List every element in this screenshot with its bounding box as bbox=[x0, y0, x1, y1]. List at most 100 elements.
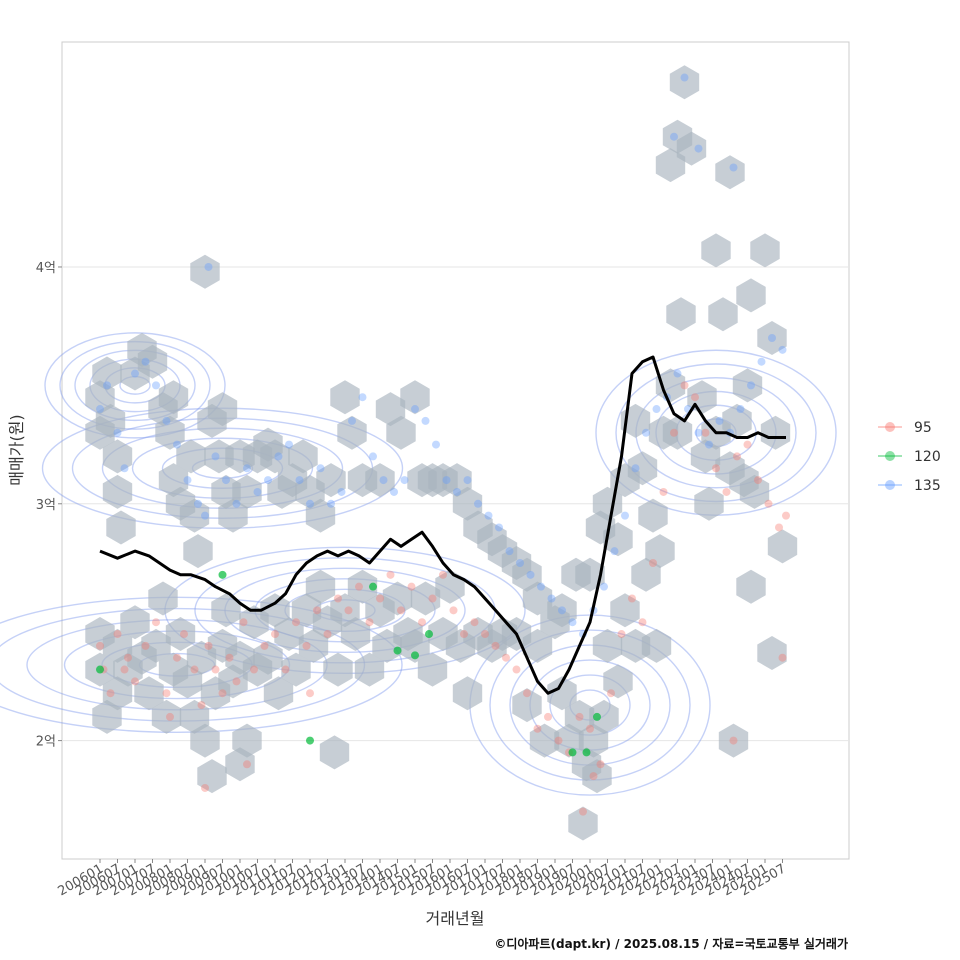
point-95 bbox=[544, 712, 552, 721]
point-135 bbox=[285, 440, 293, 449]
y-tick-label: 3억 bbox=[36, 498, 56, 513]
point-135 bbox=[505, 547, 514, 556]
point-135 bbox=[442, 476, 451, 485]
hex-bin bbox=[400, 628, 430, 663]
point-135 bbox=[747, 381, 755, 390]
point-135 bbox=[400, 476, 409, 485]
point-135 bbox=[113, 428, 122, 437]
point-135 bbox=[463, 476, 472, 485]
point-135 bbox=[421, 416, 430, 425]
hex-bin bbox=[179, 498, 210, 533]
hex-bins bbox=[85, 65, 798, 841]
hex-bin bbox=[547, 593, 577, 628]
hex-bin bbox=[638, 498, 668, 533]
point-95 bbox=[211, 665, 220, 674]
hex-bin bbox=[694, 486, 724, 521]
point-135 bbox=[131, 369, 139, 378]
hex-bin bbox=[330, 380, 360, 415]
hex-bin bbox=[319, 735, 350, 770]
point-95 bbox=[166, 712, 174, 721]
point-135 bbox=[453, 487, 461, 496]
hex-bin bbox=[400, 380, 430, 415]
point-135 bbox=[348, 416, 356, 425]
trend-line bbox=[99, 355, 786, 695]
point-135 bbox=[631, 464, 640, 473]
point-135 bbox=[274, 452, 283, 461]
point-95 bbox=[729, 736, 738, 745]
contour-line bbox=[44, 332, 226, 439]
legend-key-point bbox=[885, 480, 895, 490]
point-135 bbox=[152, 381, 160, 390]
point-95 bbox=[292, 618, 300, 627]
point-135 bbox=[211, 452, 220, 461]
hex-bin bbox=[767, 529, 798, 564]
hex-bin bbox=[120, 605, 150, 640]
point-95 bbox=[628, 594, 636, 603]
hex-bin bbox=[148, 581, 178, 616]
point-95 bbox=[743, 440, 752, 449]
hex-bin bbox=[382, 581, 413, 616]
point-95 bbox=[96, 641, 104, 650]
point-95 bbox=[589, 772, 598, 781]
point-95 bbox=[152, 618, 160, 627]
point-120 bbox=[582, 748, 591, 757]
point-135 bbox=[204, 262, 213, 271]
hex-bin bbox=[137, 344, 168, 379]
hex-bin bbox=[172, 664, 203, 699]
hex-bin bbox=[452, 676, 483, 711]
hex-bin bbox=[610, 593, 640, 628]
hex-bin bbox=[722, 403, 752, 438]
hex-bin bbox=[750, 233, 780, 268]
point-95 bbox=[439, 570, 447, 579]
point-95 bbox=[418, 618, 426, 627]
hex-bin bbox=[102, 439, 133, 474]
point-95 bbox=[554, 736, 563, 745]
hex-bin bbox=[263, 676, 294, 711]
point-135 bbox=[673, 369, 682, 378]
point-95 bbox=[190, 665, 199, 674]
point-95 bbox=[670, 428, 678, 437]
point-120 bbox=[393, 646, 402, 655]
point-120 bbox=[568, 748, 577, 757]
hex-bin bbox=[274, 617, 304, 651]
point-95 bbox=[243, 760, 251, 769]
hex-bin bbox=[547, 676, 577, 711]
legend-key-point bbox=[885, 451, 895, 461]
point-135 bbox=[358, 393, 367, 402]
point-95 bbox=[180, 630, 188, 639]
hex-bin bbox=[190, 254, 220, 289]
point-95 bbox=[201, 783, 209, 792]
hex-bin bbox=[718, 723, 749, 758]
point-95 bbox=[232, 677, 241, 686]
point-95 bbox=[470, 618, 479, 627]
point-135 bbox=[600, 582, 608, 591]
point-135 bbox=[306, 499, 314, 508]
point-95 bbox=[407, 582, 416, 591]
point-95 bbox=[225, 653, 234, 662]
hex-bin bbox=[165, 617, 196, 651]
hex-bin bbox=[736, 278, 766, 313]
hex-bin bbox=[512, 557, 542, 592]
point-135 bbox=[670, 132, 678, 141]
hex-bin bbox=[347, 569, 378, 604]
point-95 bbox=[281, 665, 290, 674]
point-95 bbox=[131, 677, 139, 686]
point-135 bbox=[390, 487, 398, 496]
point-135 bbox=[103, 381, 111, 390]
point-135 bbox=[610, 547, 619, 556]
y-tick-label: 4억 bbox=[36, 261, 56, 276]
hex-bin bbox=[666, 297, 696, 332]
point-135 bbox=[432, 440, 440, 449]
hex-bin bbox=[337, 415, 367, 450]
point-95 bbox=[764, 499, 773, 508]
hex-bin bbox=[662, 415, 693, 450]
point-95 bbox=[386, 570, 395, 579]
hex-bin bbox=[207, 392, 238, 427]
point-135 bbox=[642, 428, 650, 437]
point-95 bbox=[106, 689, 115, 698]
hex-bin bbox=[512, 688, 542, 723]
hex-bin bbox=[676, 131, 707, 166]
point-95 bbox=[533, 724, 542, 733]
hex-bin bbox=[102, 628, 133, 663]
